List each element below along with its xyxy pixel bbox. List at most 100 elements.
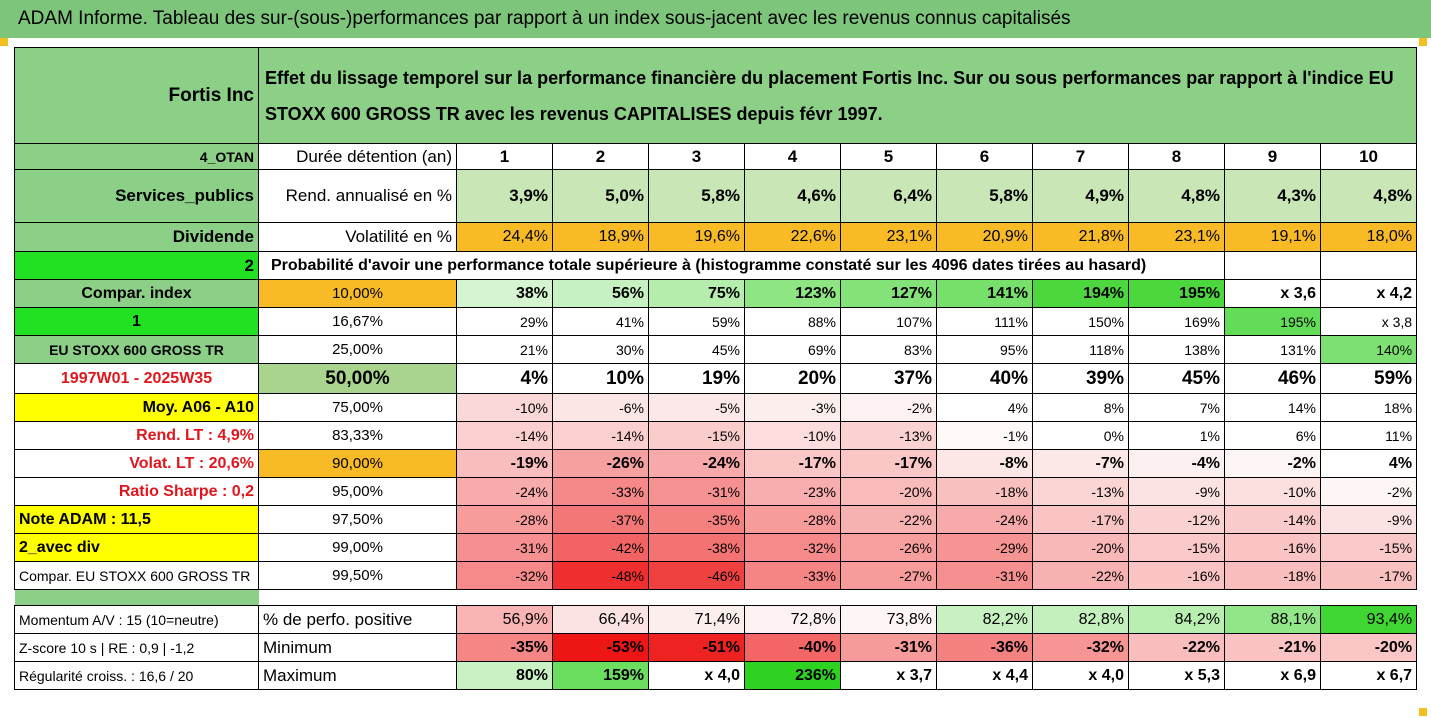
side-label: Ratio Sharpe : 0,2 — [14, 477, 259, 506]
rend-cell: 4,6% — [744, 169, 841, 223]
rend-cell: 4,8% — [1319, 169, 1418, 223]
vol-cell: 23,1% — [840, 222, 937, 252]
quantile-cell: 194% — [1032, 279, 1129, 308]
quantile-cell: -4% — [1128, 449, 1225, 478]
vol-cell: 23,1% — [1128, 222, 1225, 252]
quantile-cell: 127% — [840, 279, 937, 308]
stat-cell: 73,8% — [840, 605, 937, 634]
quantile-cell: -27% — [840, 561, 937, 590]
performance-table: Fortis Inc Effet du lissage temporel sur … — [14, 47, 1418, 690]
quantile-cell: 11% — [1319, 421, 1418, 450]
quantile-cell: -10% — [456, 393, 553, 422]
stat-label: Z-score 10 s | RE : 0,9 | -1,2 — [14, 633, 259, 662]
stat-cell: 72,8% — [744, 605, 841, 634]
vol-cell: 18,0% — [1319, 222, 1418, 252]
quantile-cell: 169% — [1128, 307, 1225, 336]
quantile-cell: -38% — [648, 533, 745, 562]
quantile-cell: 21% — [456, 335, 553, 364]
row-label: Minimum — [258, 633, 457, 662]
quantile-cell: 4% — [1319, 449, 1418, 478]
quantile-cell: -16% — [1128, 561, 1225, 590]
quantile-label: 99,00% — [258, 533, 457, 562]
quantile-cell: 111% — [936, 307, 1033, 336]
quantile-cell: -9% — [1319, 505, 1418, 534]
quantile-cell: -5% — [648, 393, 745, 422]
vol-cell: 19,1% — [1224, 222, 1321, 252]
stat-cell: x 6,7 — [1319, 661, 1418, 690]
quantile-cell: 107% — [840, 307, 937, 336]
quantile-cell: -37% — [552, 505, 649, 534]
sector-label: Services_publics — [14, 169, 259, 223]
quantile-cell: 140% — [1319, 335, 1418, 364]
side-label: 2_avec div — [14, 533, 259, 562]
quantile-cell: -23% — [744, 477, 841, 506]
quantile-cell: 38% — [456, 279, 553, 308]
quantile-cell: -10% — [1224, 477, 1321, 506]
stat-cell: -22% — [1128, 633, 1225, 662]
vol-cell: 19,6% — [648, 222, 745, 252]
side-label: 1 — [14, 307, 259, 336]
quantile-cell: -15% — [1319, 533, 1418, 562]
row-label: Rend. annualisé en % — [258, 169, 457, 223]
quantile-cell: -31% — [648, 477, 745, 506]
stat-cell: 80% — [456, 661, 553, 690]
empty-cell — [1224, 251, 1321, 280]
quantile-cell: 30% — [552, 335, 649, 364]
type-label: Dividende — [14, 222, 259, 252]
stat-cell: 66,4% — [552, 605, 649, 634]
year-header: 10 — [1319, 143, 1418, 170]
corner-marker — [1419, 38, 1427, 46]
rend-cell: 6,4% — [840, 169, 937, 223]
stat-cell: x 4,0 — [1032, 661, 1129, 690]
quantile-cell: -24% — [648, 449, 745, 478]
gap-cell — [553, 590, 649, 606]
quantile-cell: 131% — [1224, 335, 1321, 364]
quantile-cell: 40% — [936, 363, 1033, 394]
quantile-cell: 19% — [648, 363, 745, 394]
side-label: Note ADAM : 11,5 — [14, 505, 259, 534]
gap-cell — [1321, 590, 1417, 606]
stat-cell: x 3,7 — [840, 661, 937, 690]
quantile-cell: x 3,8 — [1319, 307, 1418, 336]
quantile-cell: 123% — [744, 279, 841, 308]
quantile-cell: -12% — [1128, 505, 1225, 534]
corner-marker — [1419, 708, 1427, 716]
code-label: 4_OTAN — [14, 143, 259, 170]
rend-cell: 5,8% — [648, 169, 745, 223]
gap-cell — [1129, 590, 1225, 606]
vol-cell: 21,8% — [1032, 222, 1129, 252]
quantile-cell: 39% — [1032, 363, 1129, 394]
stat-cell: 236% — [744, 661, 841, 690]
quantile-cell: 7% — [1128, 393, 1225, 422]
quantile-cell: 195% — [1224, 307, 1321, 336]
gap-cell — [1225, 590, 1321, 606]
stat-cell: 84,2% — [1128, 605, 1225, 634]
quantile-cell: -2% — [840, 393, 937, 422]
quantile-label: 25,00% — [258, 335, 457, 364]
quantile-cell: 14% — [1224, 393, 1321, 422]
quantile-cell: 45% — [648, 335, 745, 364]
year-header: 1 — [456, 143, 553, 170]
report-title: ADAM Informe. Tableau des sur-(sous-)per… — [0, 0, 1431, 38]
quantile-cell: -8% — [936, 449, 1033, 478]
side-label: 1997W01 - 2025W35 — [14, 363, 259, 394]
quantile-cell: 0% — [1032, 421, 1129, 450]
rend-cell: 3,9% — [456, 169, 553, 223]
stat-cell: x 5,3 — [1128, 661, 1225, 690]
gap-cell — [649, 590, 745, 606]
quantile-cell: -24% — [456, 477, 553, 506]
quantile-cell: -26% — [840, 533, 937, 562]
quantile-cell: -13% — [1032, 477, 1129, 506]
quantile-cell: 4% — [936, 393, 1033, 422]
stat-cell: -51% — [648, 633, 745, 662]
quantile-cell: 88% — [744, 307, 841, 336]
quantile-cell: -6% — [552, 393, 649, 422]
year-header: 4 — [744, 143, 841, 170]
quantile-cell: -17% — [1032, 505, 1129, 534]
quantile-cell: -16% — [1224, 533, 1321, 562]
gap-cell — [745, 590, 841, 606]
quantile-cell: -18% — [936, 477, 1033, 506]
quantile-cell: -14% — [1224, 505, 1321, 534]
rend-cell: 4,8% — [1128, 169, 1225, 223]
